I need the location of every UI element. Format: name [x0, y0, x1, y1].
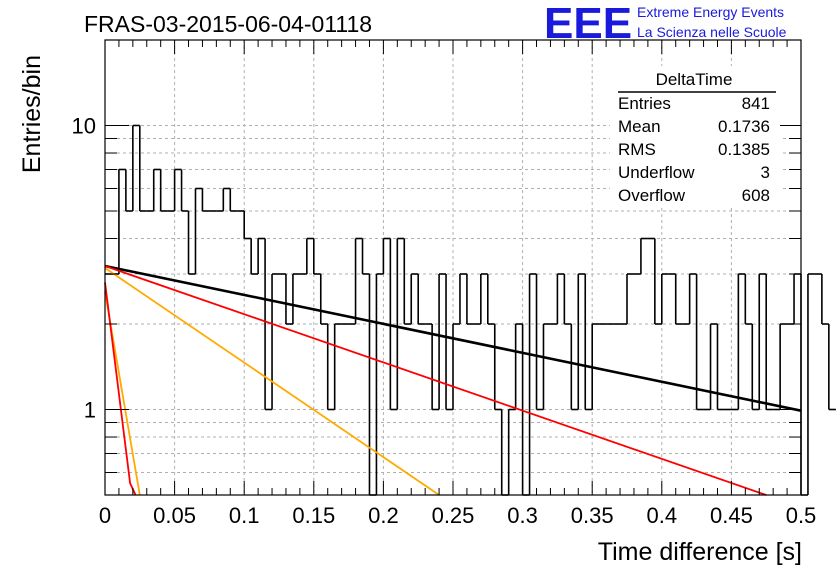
fit-line-4: [104, 282, 137, 496]
x-tick-label: 0: [99, 503, 111, 528]
fit-line-0: [104, 264, 802, 412]
stats-value-overflow: 608: [742, 186, 770, 205]
stats-label-entries: Entries: [618, 94, 671, 113]
stats-label-mean: Mean: [618, 117, 661, 136]
x-tick-label: 0.1: [229, 503, 260, 528]
x-axis-label: Time difference [s]: [598, 538, 802, 566]
x-tick-label: 0.35: [571, 503, 614, 528]
x-tick-label: 0.4: [647, 503, 678, 528]
x-tick-label: 0.05: [153, 503, 196, 528]
x-tick-label: 0.25: [432, 503, 475, 528]
eee-logo: EEE Extreme Energy Events La Scienza nel…: [544, 0, 787, 48]
stats-rows: Entries 841 Mean 0.1736 RMS 0.1385 Underflow 3 O…: [618, 94, 770, 205]
fit-line-1: [104, 265, 767, 496]
y-axis-label: Entries/bin: [18, 55, 46, 173]
stats-box-background: [610, 66, 780, 206]
stats-value-rms: 0.1385: [718, 140, 770, 159]
stats-label-overflow: Overflow: [618, 186, 686, 205]
x-tick-labels: 0 0.05 0.1 0.15 0.2 0.25 0.3 0.35 0.4 0.45 0.5: [99, 503, 816, 528]
logo-line-2: La Scienza nelle Scuole: [637, 24, 787, 40]
stats-label-underflow: Underflow: [618, 163, 695, 182]
x-tick-label: 0.45: [710, 503, 753, 528]
stats-label-rms: RMS: [618, 140, 656, 159]
stats-title: DeltaTime: [656, 70, 733, 89]
fit-line-2: [104, 267, 440, 496]
tick-marks: [104, 40, 802, 495]
y-tick-label: 10: [72, 113, 96, 138]
stats-value-underflow: 3: [761, 163, 770, 182]
x-tick-label: 0.2: [368, 503, 399, 528]
x-tick-label: 0.15: [292, 503, 335, 528]
eee-logo-mark: EEE: [544, 0, 632, 48]
run-title: FRAS-03-2015-06-04-01118: [84, 11, 372, 37]
x-tick-label: 0.3: [507, 503, 538, 528]
stats-box: DeltaTime Entries 841 Mean 0.1736 RMS 0.1385 U…: [610, 66, 780, 206]
y-tick-label: 1: [84, 398, 96, 423]
stats-value-entries: 841: [742, 94, 770, 113]
stats-value-mean: 0.1736: [718, 117, 770, 136]
logo-line-1: Extreme Energy Events: [637, 4, 784, 20]
fit-curves: [104, 264, 802, 496]
x-tick-label: 0.5: [786, 503, 817, 528]
y-tick-labels: 1 10: [72, 113, 96, 422]
